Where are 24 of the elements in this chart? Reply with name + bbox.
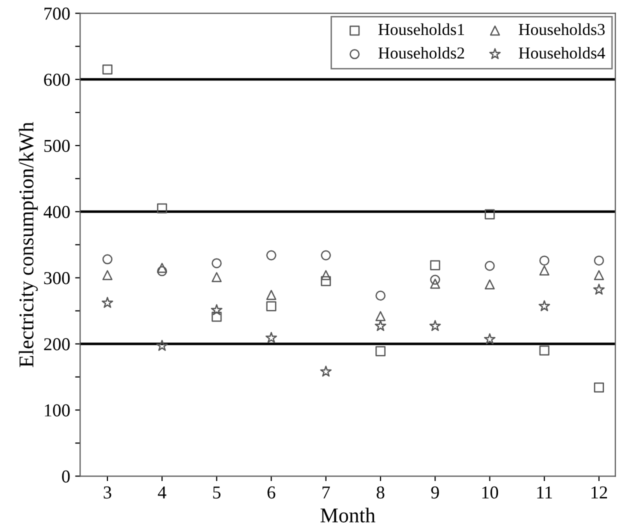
y-tick-label: 400: [44, 206, 70, 218]
x-tick-label: 5: [213, 486, 220, 499]
legend-label: Households4: [518, 46, 606, 59]
x-tick-label: 12: [592, 486, 608, 498]
y-tick-label: 0: [62, 470, 70, 483]
y-tick-label: 600: [44, 74, 70, 86]
legend-label: Households3: [518, 23, 605, 36]
y-tick-label: 500: [44, 140, 70, 152]
legend-label: Households2: [378, 46, 464, 59]
x-tick-label: 7: [322, 486, 330, 498]
y-tick-label: 300: [44, 272, 70, 284]
x-tick-label: 10: [482, 486, 498, 499]
x-tick-label: 3: [104, 486, 112, 499]
x-tick-label: 4: [158, 486, 166, 498]
legend-label: Households1: [378, 23, 464, 36]
x-tick-label: 8: [376, 486, 384, 499]
y-tick-label: 100: [44, 404, 70, 416]
x-axis-title: Month: [320, 508, 376, 522]
y-tick-label: 200: [44, 338, 70, 350]
x-tick-label: 6: [268, 486, 276, 499]
y-tick-label: 700: [44, 8, 70, 20]
y-axis-title: Electricity consumption/kWh: [18, 122, 38, 368]
x-tick-label: 11: [537, 486, 552, 498]
x-tick-label: 9: [431, 486, 439, 499]
